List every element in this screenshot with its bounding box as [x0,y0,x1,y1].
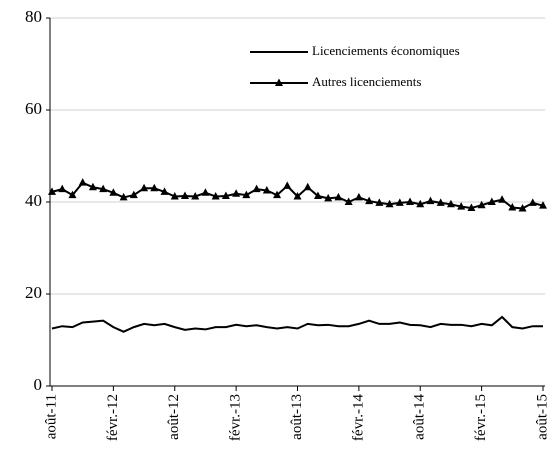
point-marker [457,202,466,210]
point-marker [354,192,363,201]
point-marker [109,188,118,196]
point-marker [518,203,527,212]
point-marker [68,190,77,199]
x-tick-label: févr.-12 [105,394,121,441]
legend-label: Autres licenciements [312,74,421,89]
point-marker [48,187,56,195]
point-marker [416,199,425,208]
point-marker [221,191,230,200]
point-marker [528,198,537,206]
point-marker [58,184,67,193]
point-marker [201,188,210,196]
point-marker [446,199,455,208]
point-marker [160,187,169,195]
x-tick-label: août-12 [166,394,182,440]
x-tick-label: août-13 [289,394,305,440]
point-marker [426,196,435,205]
x-tick-label: févr.-14 [350,394,366,442]
point-marker [324,193,333,202]
point-marker [375,198,384,206]
point-marker [498,195,507,203]
point-marker [242,190,251,199]
point-marker [487,197,496,205]
point-marker [477,200,486,209]
point-marker [129,190,138,199]
y-tick-label: 40 [25,191,42,210]
point-marker [385,199,394,208]
x-tick-label: févr.-15 [473,394,489,441]
point-marker [436,198,445,206]
y-tick-label: 80 [25,7,42,26]
x-tick-label: août-14 [412,394,428,440]
y-tick-label: 0 [34,375,43,394]
x-tick-label: août-15 [534,394,550,440]
point-marker [99,184,108,193]
point-marker [313,191,322,200]
point-marker [283,181,292,189]
legend-marker [275,78,283,86]
x-tick-label: août-11 [43,394,59,439]
point-marker [273,190,282,199]
point-marker [232,189,241,197]
point-marker [180,191,189,200]
point-marker [119,192,128,201]
point-marker [78,178,87,186]
legend-label: Licenciements économiques [312,43,460,58]
point-marker [406,197,415,205]
point-marker [211,191,220,200]
point-marker [140,183,149,192]
point-marker [467,203,476,211]
point-marker [293,191,302,200]
point-marker [191,191,200,200]
point-marker [334,192,343,201]
point-marker [262,186,271,194]
y-tick-label: 60 [25,99,42,118]
point-marker [365,196,374,205]
point-marker [252,184,261,193]
point-marker [170,191,179,200]
point-marker [508,203,517,211]
point-marker [88,182,97,191]
y-tick-label: 20 [25,283,42,302]
point-marker [344,197,353,205]
series-line [51,315,543,333]
point-marker [303,182,312,191]
x-tick-label: févr.-13 [228,394,244,441]
point-marker [395,198,404,206]
point-marker [150,183,159,192]
point-marker [539,201,547,209]
